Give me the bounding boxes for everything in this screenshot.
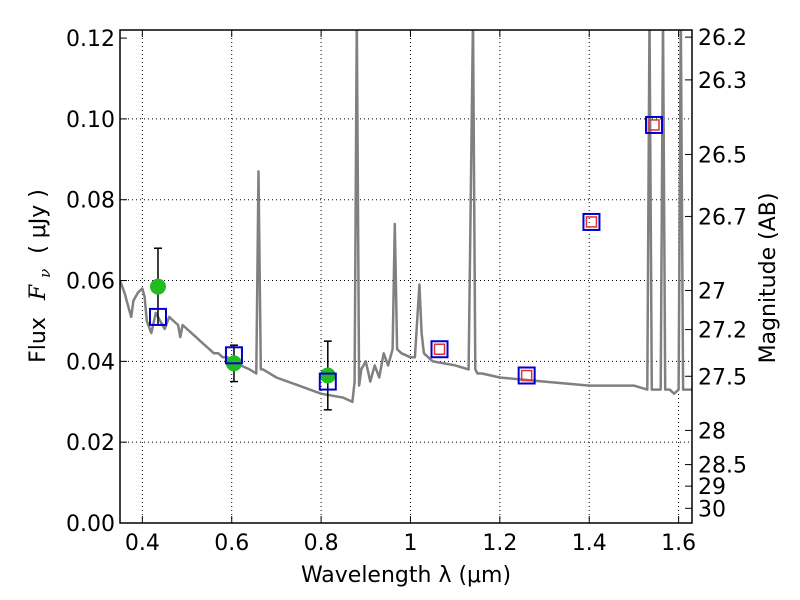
x-axis-label: Wavelength λ (μm) — [301, 563, 511, 588]
y-tick-label: 0.02 — [66, 431, 115, 456]
y2-tick-label: 28 — [698, 419, 726, 444]
y-axis-label-prefix: Flux — [26, 317, 51, 363]
y-axis-label-unit: ( μJy ) — [26, 189, 51, 254]
y-axis-label: Flux F ν ( μJy ) — [26, 189, 56, 363]
y2-tick-label: 26.5 — [698, 143, 747, 168]
x-tick-label: 1.2 — [482, 531, 517, 556]
y-tick-label: 0.04 — [66, 350, 115, 375]
plot-frame — [119, 29, 693, 524]
model-photometry-point — [582, 212, 601, 231]
model-photometry-inner — [585, 216, 598, 228]
y-axis-label-symbol: F — [26, 284, 51, 301]
model-photometry-inner — [520, 369, 533, 382]
y-tick-label: 0.10 — [66, 108, 115, 133]
y-axis-label-subscript: ν — [36, 269, 54, 278]
grid — [120, 30, 692, 523]
model-photometry-point — [148, 307, 167, 326]
model-photometry-point — [645, 115, 664, 134]
plot-marks — [120, 30, 692, 411]
y2-tick-label: 27.5 — [698, 365, 747, 390]
x-tick-label: 0.8 — [304, 531, 339, 556]
y-tick-label: 0.08 — [66, 189, 115, 214]
y2-tick-label: 26.7 — [698, 205, 747, 230]
y2-tick-label: 27 — [698, 279, 726, 304]
observed-point — [149, 278, 166, 295]
y-tick-label: 0.06 — [66, 270, 115, 295]
model-spectrum-line — [120, 30, 692, 404]
y2-tick-label: 29 — [698, 475, 726, 500]
y2-tick-label: 27.2 — [698, 319, 747, 344]
x-tick-label: 0.6 — [214, 531, 249, 556]
y2-tick-label: 26.2 — [698, 26, 747, 51]
model-photometry-inner — [433, 343, 446, 355]
model-photometry-inner — [648, 119, 660, 131]
x-tick-label: 0.4 — [125, 531, 160, 556]
x-tick-label: 1.4 — [572, 531, 607, 556]
y-tick-label: 0.12 — [66, 27, 115, 52]
model-photometry-point — [517, 366, 536, 385]
y2-tick-label: 26.3 — [698, 69, 747, 94]
y2-axis-label: Magnitude (AB) — [756, 193, 781, 364]
observed-point — [319, 367, 336, 384]
model-photometry-point — [318, 372, 337, 391]
x-tick-label: 1.6 — [661, 531, 696, 556]
x-tick-label: 1 — [403, 531, 417, 556]
y-tick-label: 0.00 — [66, 512, 115, 537]
model-photometry-point — [430, 340, 449, 359]
axes: 0.4 0.6 0.8 1 1.2 1.4 1.6 0.00 0.02 0.04 0.06 0.08 0… — [66, 26, 747, 556]
y2-tick-label: 28.5 — [698, 454, 747, 479]
model-photometry-point — [224, 346, 243, 365]
y2-tick-label: 30 — [698, 497, 726, 522]
